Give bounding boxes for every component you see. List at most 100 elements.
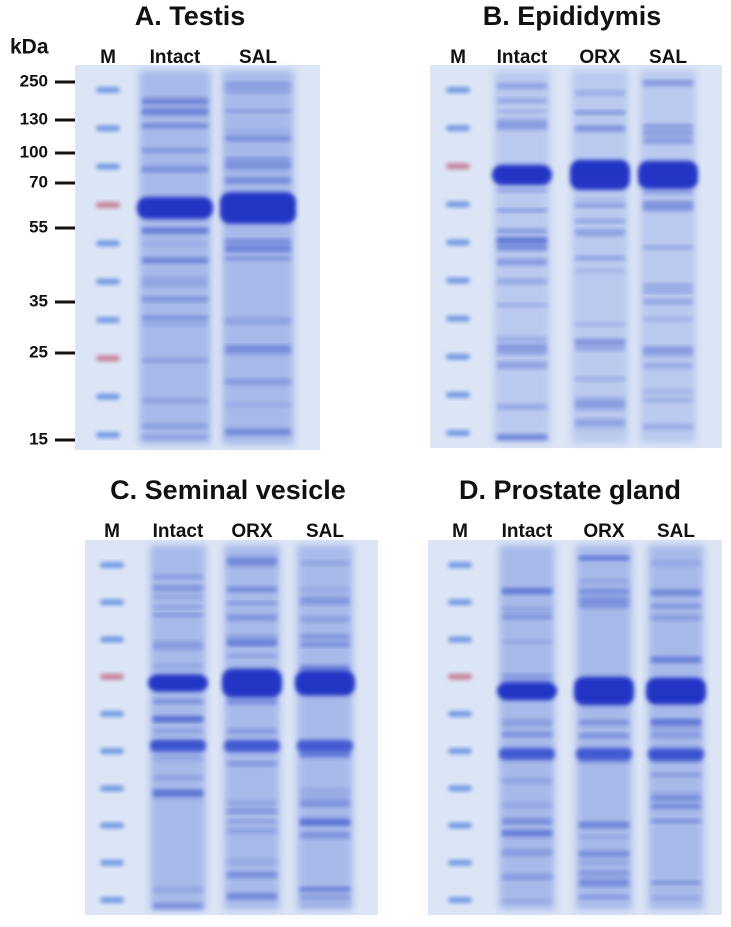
- minor-band: [575, 404, 625, 411]
- lane-smear: [297, 545, 353, 910]
- minor-band: [225, 135, 291, 142]
- minor-band: [643, 245, 693, 250]
- minor-band: [643, 81, 693, 87]
- ladder-band: [446, 430, 470, 436]
- lane-label: M: [452, 521, 468, 542]
- panel-title: D. Prostate gland: [459, 475, 681, 505]
- ladder-band: [448, 710, 472, 717]
- ladder-band: [100, 859, 124, 866]
- minor-band: [225, 109, 291, 113]
- minor-band: [643, 299, 693, 306]
- minor-band: [579, 880, 629, 887]
- marker-label: 250: [20, 71, 48, 90]
- minor-band: [227, 560, 277, 567]
- minor-band: [651, 560, 701, 567]
- minor-band: [142, 148, 208, 153]
- minor-band: [651, 803, 701, 810]
- minor-band: [300, 830, 350, 838]
- minor-band: [497, 278, 547, 285]
- minor-band: [579, 589, 629, 596]
- minor-band: [225, 238, 291, 243]
- minor-band: [575, 268, 625, 274]
- minor-band: [575, 90, 625, 96]
- minor-band: [579, 579, 629, 584]
- minor-band: [502, 730, 552, 736]
- lane-label: Intact: [497, 47, 548, 68]
- minor-band: [153, 790, 203, 795]
- ladder-band: [446, 315, 470, 322]
- lane-label: ORX: [579, 47, 621, 68]
- ladder-band: [448, 562, 472, 568]
- ladder-band: [100, 562, 124, 568]
- minor-band: [643, 398, 693, 403]
- minor-band: [225, 248, 291, 253]
- ladder-band: [448, 748, 472, 755]
- minor-band: [575, 423, 625, 429]
- minor-band: [142, 398, 208, 404]
- ladder-band: [446, 277, 470, 284]
- minor-band: [497, 336, 547, 343]
- major-band: [150, 740, 206, 752]
- minor-band: [300, 634, 350, 640]
- minor-band: [575, 229, 625, 236]
- minor-band: [643, 349, 693, 357]
- minor-band: [300, 596, 350, 601]
- gel: [428, 540, 722, 915]
- minor-band: [579, 870, 629, 876]
- minor-band: [575, 198, 625, 202]
- minor-band: [651, 725, 701, 730]
- minor-band: [643, 289, 693, 294]
- minor-band: [502, 588, 552, 595]
- minor-band: [502, 616, 552, 621]
- minor-band: [502, 607, 552, 612]
- lane-label: SAL: [306, 521, 344, 542]
- minor-band: [227, 639, 277, 645]
- lane-label: SAL: [649, 47, 687, 68]
- marker-label: 55: [29, 217, 48, 236]
- ladder-band: [96, 278, 120, 285]
- minor-band: [153, 594, 203, 599]
- minor-band: [579, 860, 629, 865]
- minor-band: [225, 165, 291, 172]
- minor-band: [643, 204, 693, 212]
- minor-band: [579, 822, 629, 829]
- marker-label: 70: [29, 172, 48, 191]
- ladder-band: [448, 636, 472, 643]
- minor-band: [575, 345, 625, 351]
- minor-band: [651, 896, 701, 900]
- major-band: [570, 160, 630, 190]
- minor-band: [300, 665, 350, 672]
- minor-band: [153, 903, 203, 910]
- ladder-band: [100, 785, 124, 792]
- minor-band: [153, 775, 203, 781]
- minor-band: [575, 377, 625, 381]
- minor-band: [643, 283, 693, 288]
- minor-band: [502, 849, 552, 856]
- minor-band: [153, 728, 203, 734]
- minor-band: [142, 242, 208, 246]
- minor-band: [153, 586, 203, 591]
- minor-band: [497, 208, 547, 212]
- minor-band: [225, 129, 291, 133]
- minor-band: [579, 733, 629, 739]
- minor-band: [651, 757, 701, 763]
- kda-unit: kDa: [10, 36, 49, 59]
- minor-band: [502, 679, 552, 685]
- minor-band: [225, 244, 291, 251]
- major-band: [224, 740, 280, 752]
- minor-band: [300, 616, 350, 623]
- ladder-band: [96, 87, 120, 93]
- minor-band: [142, 321, 208, 326]
- minor-band: [643, 190, 693, 195]
- minor-band: [227, 859, 277, 865]
- minor-band: [575, 219, 625, 223]
- marker-label: 100: [20, 142, 48, 161]
- major-band: [648, 748, 704, 760]
- minor-band: [142, 108, 208, 116]
- ladder-band: [100, 748, 124, 755]
- major-band: [222, 668, 282, 698]
- lane-label: M: [104, 521, 120, 542]
- minor-band: [651, 796, 701, 801]
- minor-band: [142, 281, 208, 287]
